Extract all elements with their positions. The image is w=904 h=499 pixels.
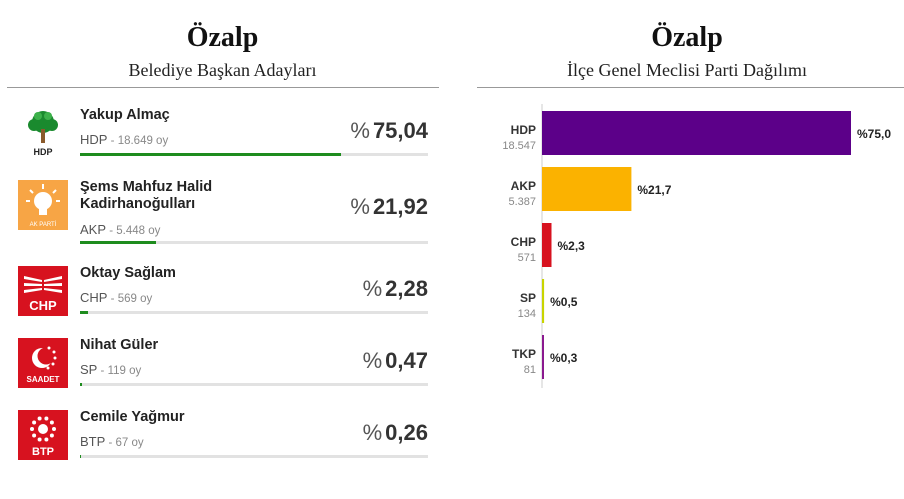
percent-symbol: % <box>350 194 370 219</box>
panel-subtitle: Belediye Başkan Adayları <box>128 60 317 80</box>
bar-akp <box>542 167 632 211</box>
data-label: %2,3 <box>558 239 586 253</box>
vote-percentage: % 75,04 <box>350 118 428 144</box>
candidate-party: SP - 119 oy <box>80 362 141 377</box>
dash-separator: - <box>105 437 116 449</box>
data-label: %75,0 <box>857 127 891 141</box>
vote-share-bar <box>80 311 88 314</box>
candidate-party: AKP - 5.448 oy <box>80 222 160 237</box>
vote-percentage: % 0,26 <box>363 420 428 446</box>
percent-symbol: % <box>362 420 383 445</box>
svg-text:AK PARTİ: AK PARTİ <box>30 221 57 228</box>
akp-bulb-logo: AK PARTİ <box>18 180 68 230</box>
chart-subtitle: İlçe Genel Meclisi Parti Dağılımı <box>567 60 807 80</box>
vote-share-track <box>80 153 428 156</box>
vote-count-label: 18.547 <box>502 140 536 152</box>
party-name: HDP <box>80 132 108 147</box>
candidate-row: BTP Cemile Yağmur BTP - 67 oy% 0,26 <box>18 409 428 466</box>
percent-symbol: % <box>350 118 370 143</box>
candidate-name: Oktay Sağlam <box>80 265 176 281</box>
vote-share-bar <box>80 455 81 458</box>
vote-percentage: % 2,28 <box>363 276 428 302</box>
vote-percentage: % 0,47 <box>363 348 428 374</box>
percent-symbol: % <box>362 276 383 301</box>
vote-count: 569 oy <box>117 293 153 305</box>
candidate-row: SAADET Nihat Güler SP - 119 oy% 0,47 <box>18 337 428 394</box>
candidate-row: AK PARTİ Şems Mahfuz Halid Kadirhanoğulla… <box>18 179 428 244</box>
divider <box>7 87 439 88</box>
bar-chp <box>542 223 552 267</box>
category-label: HDP <box>511 123 536 137</box>
vote-count-label: 81 <box>524 364 536 376</box>
percent-value: 75,04 <box>372 118 428 143</box>
bar-hdp <box>542 111 851 155</box>
vote-count-label: 134 <box>518 308 536 320</box>
candidate-row: HDP Yakup Almaç HDP - 18.649 oy% 75,04 <box>18 107 428 164</box>
dash-separator: - <box>106 225 117 237</box>
vote-count: 119 oy <box>107 365 142 377</box>
vote-percentage: % 21,92 <box>350 194 428 220</box>
party-name: BTP <box>80 434 106 449</box>
hdp-tree-logo: HDP <box>18 108 68 158</box>
svg-text:BTP: BTP <box>32 446 54 458</box>
candidate-party: BTP - 67 oy <box>80 434 144 449</box>
dash-separator: - <box>107 135 118 147</box>
percent-value: 2,28 <box>385 276 428 301</box>
svg-text:HDP: HDP <box>33 147 52 157</box>
category-label: AKP <box>511 179 536 193</box>
vote-count-label: 5.387 <box>508 196 536 208</box>
vote-share-track <box>80 241 428 244</box>
chart-title: Özalp <box>651 22 723 53</box>
chp-logo: CHP <box>18 266 68 316</box>
vote-count: 18.649 oy <box>117 135 169 147</box>
data-label: %0,5 <box>550 295 578 309</box>
vote-share-bar <box>80 241 157 244</box>
percent-value: 21,92 <box>372 194 428 219</box>
vote-count-label: 571 <box>518 252 536 264</box>
dash-separator: - <box>97 365 108 377</box>
percent-symbol: % <box>362 348 383 373</box>
panel-title: Özalp <box>186 22 259 53</box>
dash-separator: - <box>107 293 118 305</box>
percent-value: 0,47 <box>385 348 428 373</box>
party-bar-chart: HDP 18.547 %75,0 AKP 5.387 %21,7 CHP 571 %2,3 SP 1… <box>502 104 891 388</box>
category-label: CHP <box>511 235 536 249</box>
party-name: AKP <box>80 222 107 237</box>
saadet-logo: SAADET <box>18 338 68 388</box>
vote-share-bar <box>80 153 342 156</box>
candidate-party: HDP - 18.649 oy <box>80 132 168 147</box>
vote-share-track <box>80 455 428 458</box>
svg-text:CHP: CHP <box>29 298 57 313</box>
vote-share-track <box>80 311 428 314</box>
bar-sp <box>542 279 545 323</box>
candidate-name: Nihat Güler <box>80 337 159 353</box>
vote-share-bar <box>80 383 82 386</box>
bar-tkp <box>542 335 544 379</box>
candidate-row: CHP Oktay Sağlam CHP - 569 oy% 2,28 <box>18 265 428 322</box>
party-name: SP <box>80 362 98 377</box>
candidate-name: Şems Mahfuz Halid Kadirhanoğulları <box>80 179 213 212</box>
vote-count: 67 oy <box>115 437 144 449</box>
svg-text:SAADET: SAADET <box>27 375 60 384</box>
category-label: SP <box>520 291 536 305</box>
party-name: CHP <box>80 290 108 305</box>
data-label: %21,7 <box>637 183 671 197</box>
candidate-party: CHP - 569 oy <box>80 290 152 305</box>
candidate-name: Cemile Yağmur <box>80 409 185 425</box>
percent-value: 0,26 <box>385 420 428 445</box>
data-label: %0,3 <box>550 351 578 365</box>
category-label: TKP <box>512 347 536 361</box>
btp-logo: BTP <box>18 410 68 460</box>
divider <box>477 87 904 88</box>
candidate-name: Yakup Almaç <box>80 107 170 123</box>
vote-share-track <box>80 383 428 386</box>
vote-count: 5.448 oy <box>116 225 161 237</box>
